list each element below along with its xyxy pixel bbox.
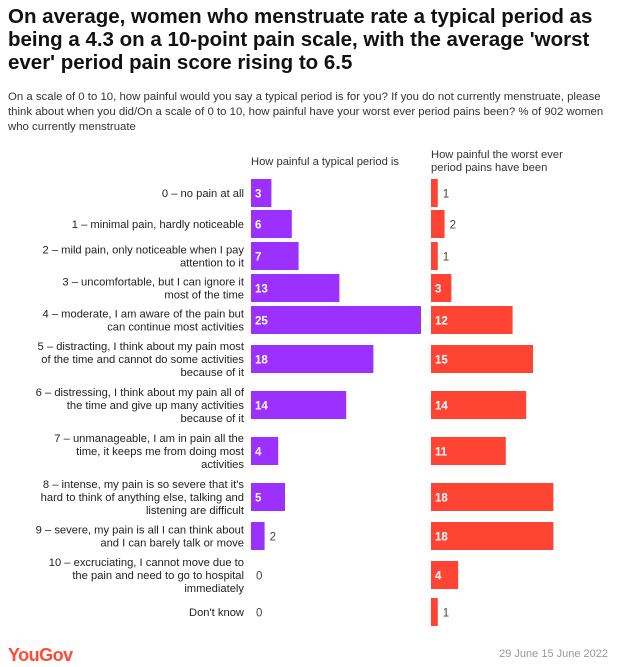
typical-data-label: 2: [270, 532, 276, 544]
worst-data-label: 1: [443, 189, 449, 201]
category-label: listening are difficult: [146, 505, 245, 517]
worst-bar: [431, 598, 438, 626]
typical-data-label: 7: [255, 252, 261, 264]
series-header-worst: period pains have been: [431, 162, 547, 174]
worst-bar: [431, 306, 513, 334]
typical-data-label: 25: [255, 316, 268, 328]
worst-bar: [431, 210, 445, 238]
typical-data-label: 13: [255, 284, 268, 296]
worst-bar: [431, 345, 533, 373]
worst-bar: [431, 561, 459, 589]
category-label: 9 – severe, my pain is all I can think a…: [36, 525, 245, 537]
typical-data-label: 0: [256, 608, 262, 620]
yougov-logo: YouGov: [8, 645, 73, 665]
category-label: time, it keeps me from doing most: [76, 446, 245, 458]
footer-date: 29 June 15 June 2022: [499, 648, 608, 660]
worst-data-label: 12: [435, 316, 448, 328]
worst-bar: [431, 522, 554, 550]
typical-bar: [251, 437, 279, 465]
category-label: can continue most activities: [107, 322, 244, 334]
typical-bar: [251, 242, 299, 270]
category-label: 0 – no pain at all: [162, 188, 244, 200]
category-label: 5 – distracting, I think about my pain m…: [38, 341, 245, 353]
category-label: Don't know: [189, 607, 245, 619]
typical-data-label: 6: [255, 220, 261, 232]
typical-bar: [251, 522, 265, 550]
category-label: hard to think of anything else, talking …: [41, 492, 244, 504]
typical-bar: [251, 306, 421, 334]
worst-bar: [431, 274, 452, 302]
category-label: 7 – unmanageable, I am in pain all the: [54, 433, 244, 445]
typical-data-label: 3: [255, 189, 261, 201]
typical-bar: [251, 274, 340, 302]
category-label: 6 – distressing, I think about my pain a…: [36, 387, 245, 399]
category-label: and I can barely talk or move: [100, 538, 244, 550]
worst-data-label: 18: [435, 532, 448, 544]
worst-bar: [431, 179, 438, 207]
category-label: activities: [201, 459, 244, 471]
category-label: 4 – moderate, I am aware of the pain but: [43, 309, 245, 321]
typical-data-label: 0: [256, 571, 262, 583]
worst-data-label: 18: [435, 493, 448, 505]
typical-bar: [251, 483, 285, 511]
category-label: the pain and need to go to hospital: [72, 570, 244, 582]
chart-title: On average, women who menstruate rate a …: [8, 5, 593, 74]
category-label: most of the time: [164, 290, 244, 302]
worst-data-label: 2: [450, 220, 456, 232]
typical-bar: [251, 345, 374, 373]
category-label: attention to it: [180, 258, 245, 270]
typical-data-label: 4: [255, 447, 262, 459]
typical-data-label: 14: [255, 401, 268, 413]
worst-bar: [431, 242, 438, 270]
worst-data-label: 15: [435, 355, 448, 367]
category-label: of the time and cannot do some activitie…: [41, 354, 244, 366]
category-label: 10 – excruciating, I cannot move due to: [49, 557, 244, 569]
worst-bar: [431, 437, 506, 465]
worst-bar: [431, 483, 554, 511]
typical-bar: [251, 179, 272, 207]
category-label: 3 – uncomfortable, but I can ignore it: [62, 277, 244, 289]
category-label: 8 – intense, my pain is so severe that i…: [43, 479, 245, 491]
worst-bar: [431, 391, 527, 419]
chart-subtitle: On a scale of 0 to 10, how painful would…: [8, 91, 604, 133]
worst-data-label: 4: [435, 571, 442, 583]
category-label: immediately: [184, 583, 244, 595]
worst-data-label: 1: [443, 608, 449, 620]
series-header-typical: How painful a typical period is: [251, 156, 399, 168]
typical-bar: [251, 391, 347, 419]
category-label: because of it: [181, 367, 245, 379]
worst-data-label: 11: [435, 447, 448, 459]
category-label: because of it: [181, 413, 245, 425]
series-header-worst: How painful the worst ever: [431, 149, 563, 161]
typical-data-label: 18: [255, 355, 268, 367]
worst-data-label: 14: [435, 401, 448, 413]
category-label: the time and give up many activities: [67, 400, 245, 412]
worst-data-label: 3: [435, 284, 441, 296]
typical-bar: [251, 210, 292, 238]
worst-data-label: 1: [443, 252, 449, 264]
category-label: 2 – mild pain, only noticeable when I pa…: [42, 245, 244, 257]
typical-data-label: 5: [255, 493, 262, 505]
category-label: 1 – minimal pain, hardly noticeable: [72, 219, 244, 231]
